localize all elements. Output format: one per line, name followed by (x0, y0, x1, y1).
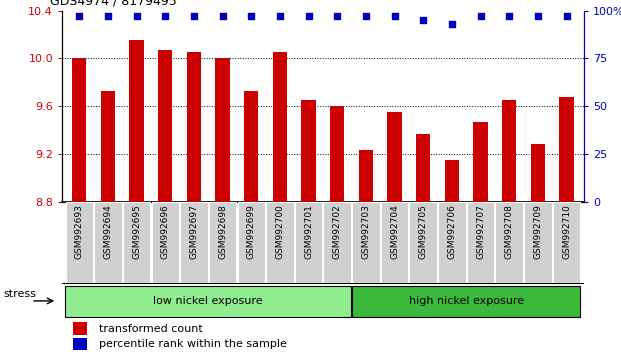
Bar (158, 50, 173, 202)
Text: GSM992695: GSM992695 (132, 204, 141, 259)
Point (160, 13, 170, 19)
Point (504, 13, 514, 19)
Bar (473, 122, 487, 202)
Bar (129, 40, 144, 202)
Bar (560, 97, 574, 202)
Bar (295, 202, 322, 283)
Bar (324, 202, 351, 283)
Bar (180, 202, 207, 283)
Point (217, 13, 227, 19)
Text: high nickel exposure: high nickel exposure (409, 296, 524, 306)
Point (447, 21, 457, 27)
Bar (123, 202, 150, 283)
Text: percentile rank within the sample: percentile rank within the sample (99, 339, 286, 349)
Bar (352, 286, 580, 317)
Point (476, 13, 486, 19)
Text: GDS4974 / 8179495: GDS4974 / 8179495 (50, 0, 176, 7)
Text: GSM992710: GSM992710 (562, 204, 571, 259)
Point (132, 13, 142, 19)
Point (103, 13, 113, 19)
Bar (409, 202, 437, 283)
Text: GSM992709: GSM992709 (533, 204, 542, 259)
Text: transformed count: transformed count (99, 324, 202, 333)
Text: GSM992698: GSM992698 (218, 204, 227, 259)
Point (275, 13, 285, 19)
Text: GSM992700: GSM992700 (276, 204, 284, 259)
Bar (553, 202, 580, 283)
Bar (66, 202, 93, 283)
Bar (94, 202, 122, 283)
Bar (445, 160, 459, 202)
Point (561, 13, 571, 19)
Bar (330, 106, 345, 202)
Point (533, 13, 543, 19)
Text: GSM992701: GSM992701 (304, 204, 313, 259)
Point (189, 13, 199, 19)
Text: GSM992706: GSM992706 (447, 204, 456, 259)
Bar (496, 202, 523, 283)
Bar (524, 202, 551, 283)
Bar (467, 202, 494, 283)
Bar (266, 202, 294, 283)
Text: GSM992704: GSM992704 (390, 204, 399, 259)
Bar (237, 202, 265, 283)
Bar (72, 58, 86, 202)
Text: GSM992708: GSM992708 (505, 204, 514, 259)
Text: stress: stress (3, 289, 36, 299)
Point (247, 13, 256, 19)
Bar (273, 52, 287, 202)
Point (75, 13, 84, 19)
Bar (152, 202, 179, 283)
Bar (215, 58, 230, 202)
Bar (101, 91, 115, 202)
Bar (65, 286, 351, 317)
Text: GSM992703: GSM992703 (361, 204, 370, 259)
Bar (502, 100, 517, 202)
Point (361, 13, 371, 19)
Point (419, 17, 428, 23)
Bar (209, 202, 237, 283)
Text: GSM992699: GSM992699 (247, 204, 256, 259)
Bar (352, 202, 379, 283)
Bar (73, 322, 88, 335)
Bar (359, 150, 373, 202)
Text: low nickel exposure: low nickel exposure (153, 296, 263, 306)
Bar (73, 338, 88, 350)
Text: GSM992702: GSM992702 (333, 204, 342, 259)
Point (304, 13, 314, 19)
Bar (388, 112, 402, 202)
Point (332, 13, 342, 19)
Bar (244, 91, 258, 202)
Bar (531, 144, 545, 202)
Bar (438, 202, 466, 283)
Bar (301, 100, 315, 202)
Text: GSM992705: GSM992705 (419, 204, 428, 259)
Bar (416, 134, 430, 202)
Point (389, 13, 399, 19)
Text: GSM992694: GSM992694 (104, 204, 112, 259)
Text: GSM992707: GSM992707 (476, 204, 485, 259)
Text: GSM992697: GSM992697 (189, 204, 199, 259)
Text: GSM992696: GSM992696 (161, 204, 170, 259)
Bar (187, 52, 201, 202)
Text: GSM992693: GSM992693 (75, 204, 84, 259)
Bar (381, 202, 409, 283)
